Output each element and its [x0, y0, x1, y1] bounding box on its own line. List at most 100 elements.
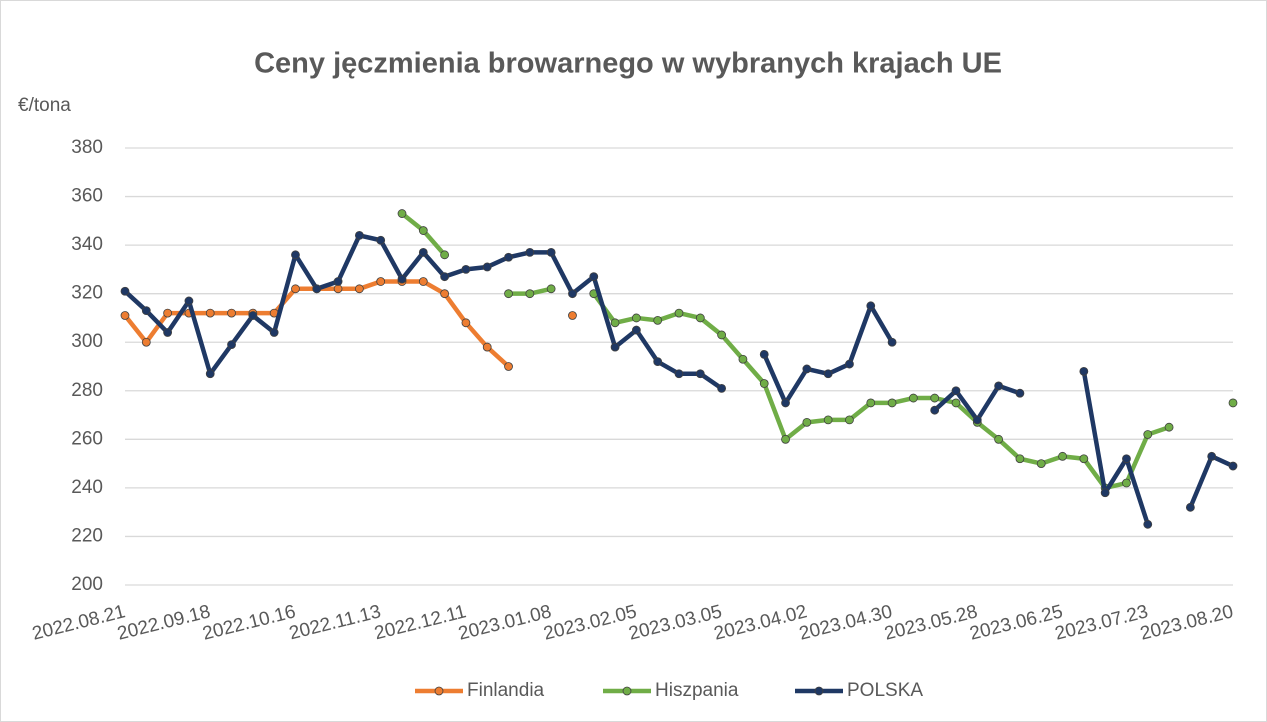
data-point	[866, 301, 876, 311]
data-point	[440, 289, 450, 299]
data-point	[333, 284, 343, 294]
data-point	[781, 434, 790, 444]
x-tick-label: 2022.12.11	[372, 601, 468, 644]
data-point	[1164, 422, 1174, 432]
data-point	[759, 349, 769, 359]
data-point	[1185, 502, 1195, 512]
y-tick-label: 360	[71, 186, 103, 207]
y-tick-label: 340	[71, 234, 103, 255]
y-tick-label: 280	[71, 380, 103, 401]
data-point	[823, 369, 833, 379]
x-tick-label: 2023.04.30	[797, 601, 894, 644]
data-point	[163, 308, 173, 318]
data-point	[759, 379, 769, 388]
data-point	[141, 306, 151, 316]
x-tick-label: 2023.05.28	[882, 601, 979, 644]
legend-marker	[814, 686, 824, 696]
data-point	[887, 398, 897, 408]
data-point	[205, 369, 215, 379]
data-point	[1079, 366, 1089, 376]
y-axis-label: €/tona	[18, 95, 71, 116]
data-point	[1100, 488, 1110, 498]
legend-label: Finlandia	[467, 680, 545, 701]
data-point	[1122, 454, 1131, 464]
data-point	[1015, 388, 1025, 398]
data-point	[781, 398, 790, 408]
x-tick-label: 2022.09.18	[115, 601, 212, 644]
chart-title: Ceny jęczmienia browarnego w wybranych k…	[254, 48, 1002, 80]
data-point	[1058, 451, 1067, 461]
data-point	[504, 289, 513, 299]
data-point	[1143, 519, 1153, 529]
data-point	[376, 277, 386, 286]
data-point	[1143, 430, 1153, 439]
data-point	[248, 311, 258, 320]
data-point	[930, 405, 940, 415]
data-point	[120, 286, 130, 296]
data-point	[631, 313, 641, 323]
y-tick-label: 260	[71, 428, 103, 449]
data-point	[610, 318, 620, 328]
data-point	[1015, 454, 1025, 464]
data-point	[887, 337, 897, 347]
data-point	[802, 417, 812, 427]
data-point	[738, 354, 748, 364]
data-point	[227, 308, 236, 318]
data-point	[291, 284, 300, 294]
data-point	[354, 230, 364, 240]
y-tick-label: 320	[71, 283, 103, 304]
data-point	[674, 308, 684, 318]
data-point	[440, 272, 450, 282]
data-point	[845, 359, 854, 369]
data-point	[397, 209, 407, 218]
data-point	[482, 262, 492, 272]
data-point	[163, 328, 173, 337]
data-point	[653, 357, 663, 367]
data-point	[1079, 454, 1089, 464]
data-point	[482, 342, 492, 352]
x-tick-label: 2023.06.25	[968, 601, 1065, 644]
y-tick-label: 200	[71, 574, 103, 595]
data-point	[269, 328, 279, 337]
legend-label: POLSKA	[847, 680, 923, 701]
x-tick-label: 2023.03.05	[627, 601, 724, 644]
data-point	[930, 393, 940, 403]
data-point	[504, 362, 513, 371]
series-line	[122, 233, 1236, 527]
data-point	[141, 337, 151, 347]
data-point	[951, 398, 961, 408]
data-point	[546, 247, 556, 257]
data-point	[1228, 398, 1238, 408]
data-point	[631, 325, 641, 335]
data-point	[354, 284, 364, 294]
data-point	[717, 330, 727, 340]
data-point	[227, 340, 236, 350]
data-point	[994, 381, 1004, 391]
data-point	[908, 393, 918, 403]
data-point	[695, 369, 705, 379]
data-point	[291, 250, 300, 260]
data-point	[418, 277, 428, 286]
data-point	[546, 284, 556, 294]
data-point	[461, 318, 471, 328]
data-point	[120, 311, 130, 320]
data-point	[418, 247, 428, 257]
data-point	[653, 315, 663, 325]
data-point	[418, 226, 428, 235]
data-point	[504, 252, 513, 262]
data-point	[717, 383, 727, 393]
y-tick-label: 380	[71, 137, 103, 158]
data-point	[674, 369, 684, 379]
data-point	[312, 284, 322, 294]
data-point	[695, 313, 705, 323]
x-tick-label: 2022.08.21	[30, 601, 127, 644]
data-point	[525, 289, 535, 299]
data-point	[525, 247, 535, 257]
data-point	[972, 415, 982, 425]
data-point	[823, 415, 833, 425]
x-tick-label: 2022.10.16	[201, 601, 298, 644]
data-point	[589, 272, 599, 282]
y-tick-label: 300	[71, 331, 103, 352]
data-point	[397, 274, 407, 284]
legend-marker	[622, 686, 632, 696]
